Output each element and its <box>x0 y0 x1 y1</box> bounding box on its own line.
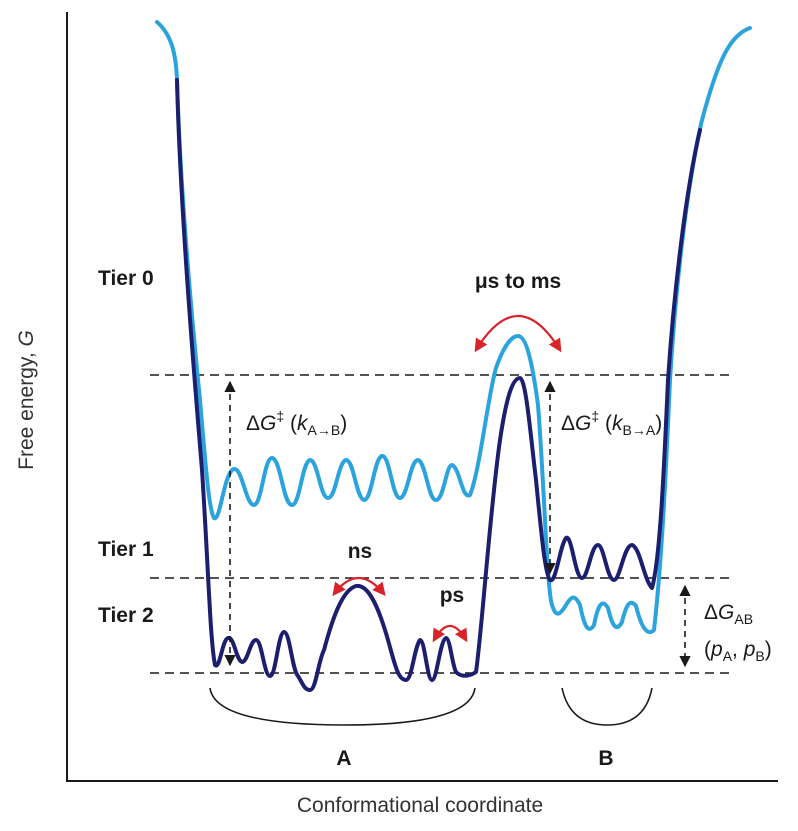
bracket-state-b <box>561 687 653 726</box>
tier1-energy-curve <box>175 78 702 692</box>
bracket-state-a <box>209 687 476 726</box>
red-arrow-ps <box>432 624 468 643</box>
tier0-energy-curve <box>155 20 752 634</box>
tier0-label: Tier 0 <box>98 267 154 290</box>
x-axis-label: Conformational coordinate <box>297 794 543 817</box>
barrier-a-to-b-label: ΔG‡ (kA→B) <box>246 408 347 438</box>
timescale-ns-label: ns <box>348 540 373 563</box>
tier2-label: Tier 2 <box>98 604 154 627</box>
state-b-label: B <box>598 747 613 770</box>
y-axis-label: Free energy, G <box>15 330 38 470</box>
timescale-us-ms-label: μs to ms <box>475 270 561 293</box>
timescale-ps-label: ps <box>440 584 465 607</box>
red-arrow-us-ms <box>474 314 562 353</box>
tier1-label: Tier 1 <box>98 538 154 561</box>
populations-label: (pA, pB) <box>704 638 772 664</box>
delta-g-ab-label: ΔGAB <box>704 601 753 627</box>
barrier-b-to-a-label: ΔG‡ (kB→A) <box>561 408 662 438</box>
state-a-label: A <box>336 747 351 770</box>
red-arrow-ns <box>332 577 386 597</box>
